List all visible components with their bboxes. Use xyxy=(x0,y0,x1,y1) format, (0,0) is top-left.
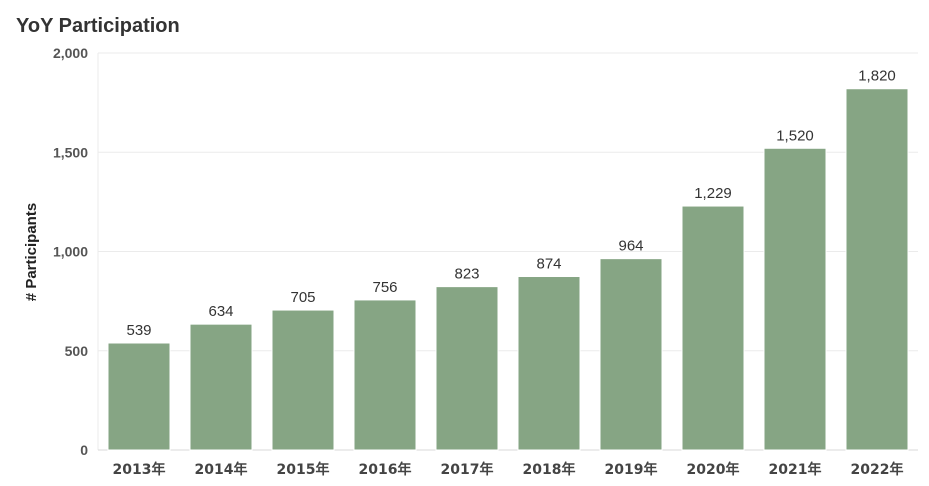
y-tick-label: 0 xyxy=(80,442,88,458)
bar xyxy=(763,147,827,451)
y-axis-ticks: 0 500 1,000 1,500 2,000 xyxy=(53,45,88,458)
y-axis-title: # Participants xyxy=(23,203,40,301)
x-tick-label: 2020年 xyxy=(687,461,740,478)
y-tick-label: 1,500 xyxy=(53,144,88,160)
x-tick-label: 2018年 xyxy=(523,461,576,478)
x-tick-label: 2014年 xyxy=(195,461,248,478)
data-label: 874 xyxy=(536,256,561,273)
bar xyxy=(189,323,253,451)
data-labels: 539 634 705 756 823 874 964 1,229 1,520 1,820 xyxy=(126,68,895,339)
data-label: 1,229 xyxy=(694,185,732,202)
x-tick-label: 2021年 xyxy=(769,461,822,478)
x-tick-label: 2022年 xyxy=(851,461,904,478)
data-label: 539 xyxy=(126,322,151,339)
x-tick-label: 2013年 xyxy=(113,461,166,478)
y-tick-label: 2,000 xyxy=(53,45,88,61)
data-label: 1,520 xyxy=(776,127,814,144)
data-label: 756 xyxy=(372,279,397,296)
data-label: 634 xyxy=(208,303,233,320)
bar xyxy=(107,342,171,451)
x-tick-label: 2016年 xyxy=(359,461,412,478)
bar xyxy=(435,286,499,451)
x-tick-label: 2019年 xyxy=(605,461,658,478)
bar xyxy=(271,309,335,451)
y-tick-label: 500 xyxy=(65,343,89,359)
x-axis-ticks: 2013年 2014年 2015年 2016年 2017年 2018年 2019年 2020年… xyxy=(113,461,904,478)
data-label: 964 xyxy=(618,238,643,255)
bar-series xyxy=(107,88,909,451)
bar xyxy=(845,88,909,451)
bar xyxy=(599,258,663,451)
bar xyxy=(517,276,581,451)
x-tick-label: 2017年 xyxy=(441,461,494,478)
data-label: 705 xyxy=(290,289,315,306)
y-tick-label: 1,000 xyxy=(53,244,88,260)
data-label: 823 xyxy=(454,266,479,283)
chart-title: YoY Participation xyxy=(16,15,180,37)
bar xyxy=(681,205,745,451)
bar xyxy=(353,299,417,451)
data-label: 1,820 xyxy=(858,68,896,85)
x-tick-label: 2015年 xyxy=(277,461,330,478)
